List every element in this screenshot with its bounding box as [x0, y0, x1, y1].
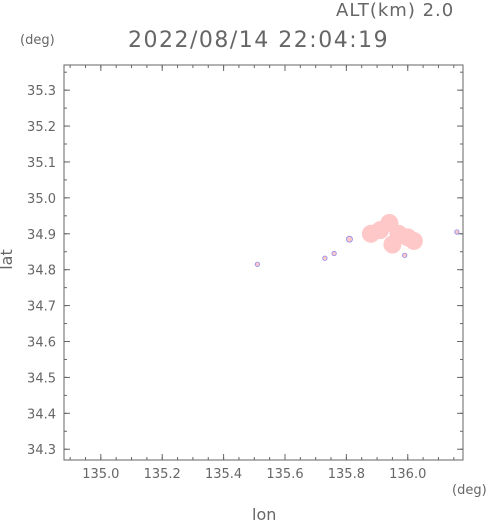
x-tick-label: 135.8: [328, 467, 365, 482]
x-tick-label: 135.0: [82, 467, 119, 482]
echo-point: [454, 229, 460, 235]
y-tick-label: 35.3: [27, 84, 56, 99]
echo-point: [346, 235, 353, 243]
y-tick-label: 34.8: [27, 264, 56, 279]
y-tick-label: 34.9: [27, 228, 56, 243]
x-tick-label: 135.6: [266, 467, 303, 482]
x-unit-label: (deg): [452, 483, 487, 498]
y-unit-label: (deg): [20, 33, 55, 48]
x-axis-label: lon: [252, 505, 277, 524]
altitude-label: ALT(km) 2.0: [336, 0, 455, 21]
echo-point: [331, 250, 337, 257]
y-tick-label: 35.0: [27, 192, 56, 207]
echo-point: [254, 261, 260, 267]
echo-point: [404, 231, 423, 250]
y-tick-label: 35.2: [27, 120, 56, 135]
y-tick-label: 34.6: [27, 336, 56, 351]
x-tick-label: 135.2: [144, 467, 181, 482]
echo-point: [402, 252, 408, 258]
x-tick-label: 135.4: [205, 467, 242, 482]
timestamp-title: 2022/08/14 22:04:19: [128, 28, 390, 53]
y-tick-label: 35.1: [27, 156, 56, 171]
echo-point: [322, 255, 328, 261]
y-tick-label: 34.3: [27, 443, 56, 458]
y-tick-label: 34.4: [27, 407, 56, 422]
y-tick-label: 34.7: [27, 300, 56, 315]
echo-point: [383, 235, 402, 254]
plot-frame: [63, 64, 464, 461]
x-tick-label: 136.0: [389, 467, 426, 482]
y-tick-label: 34.5: [27, 371, 56, 386]
